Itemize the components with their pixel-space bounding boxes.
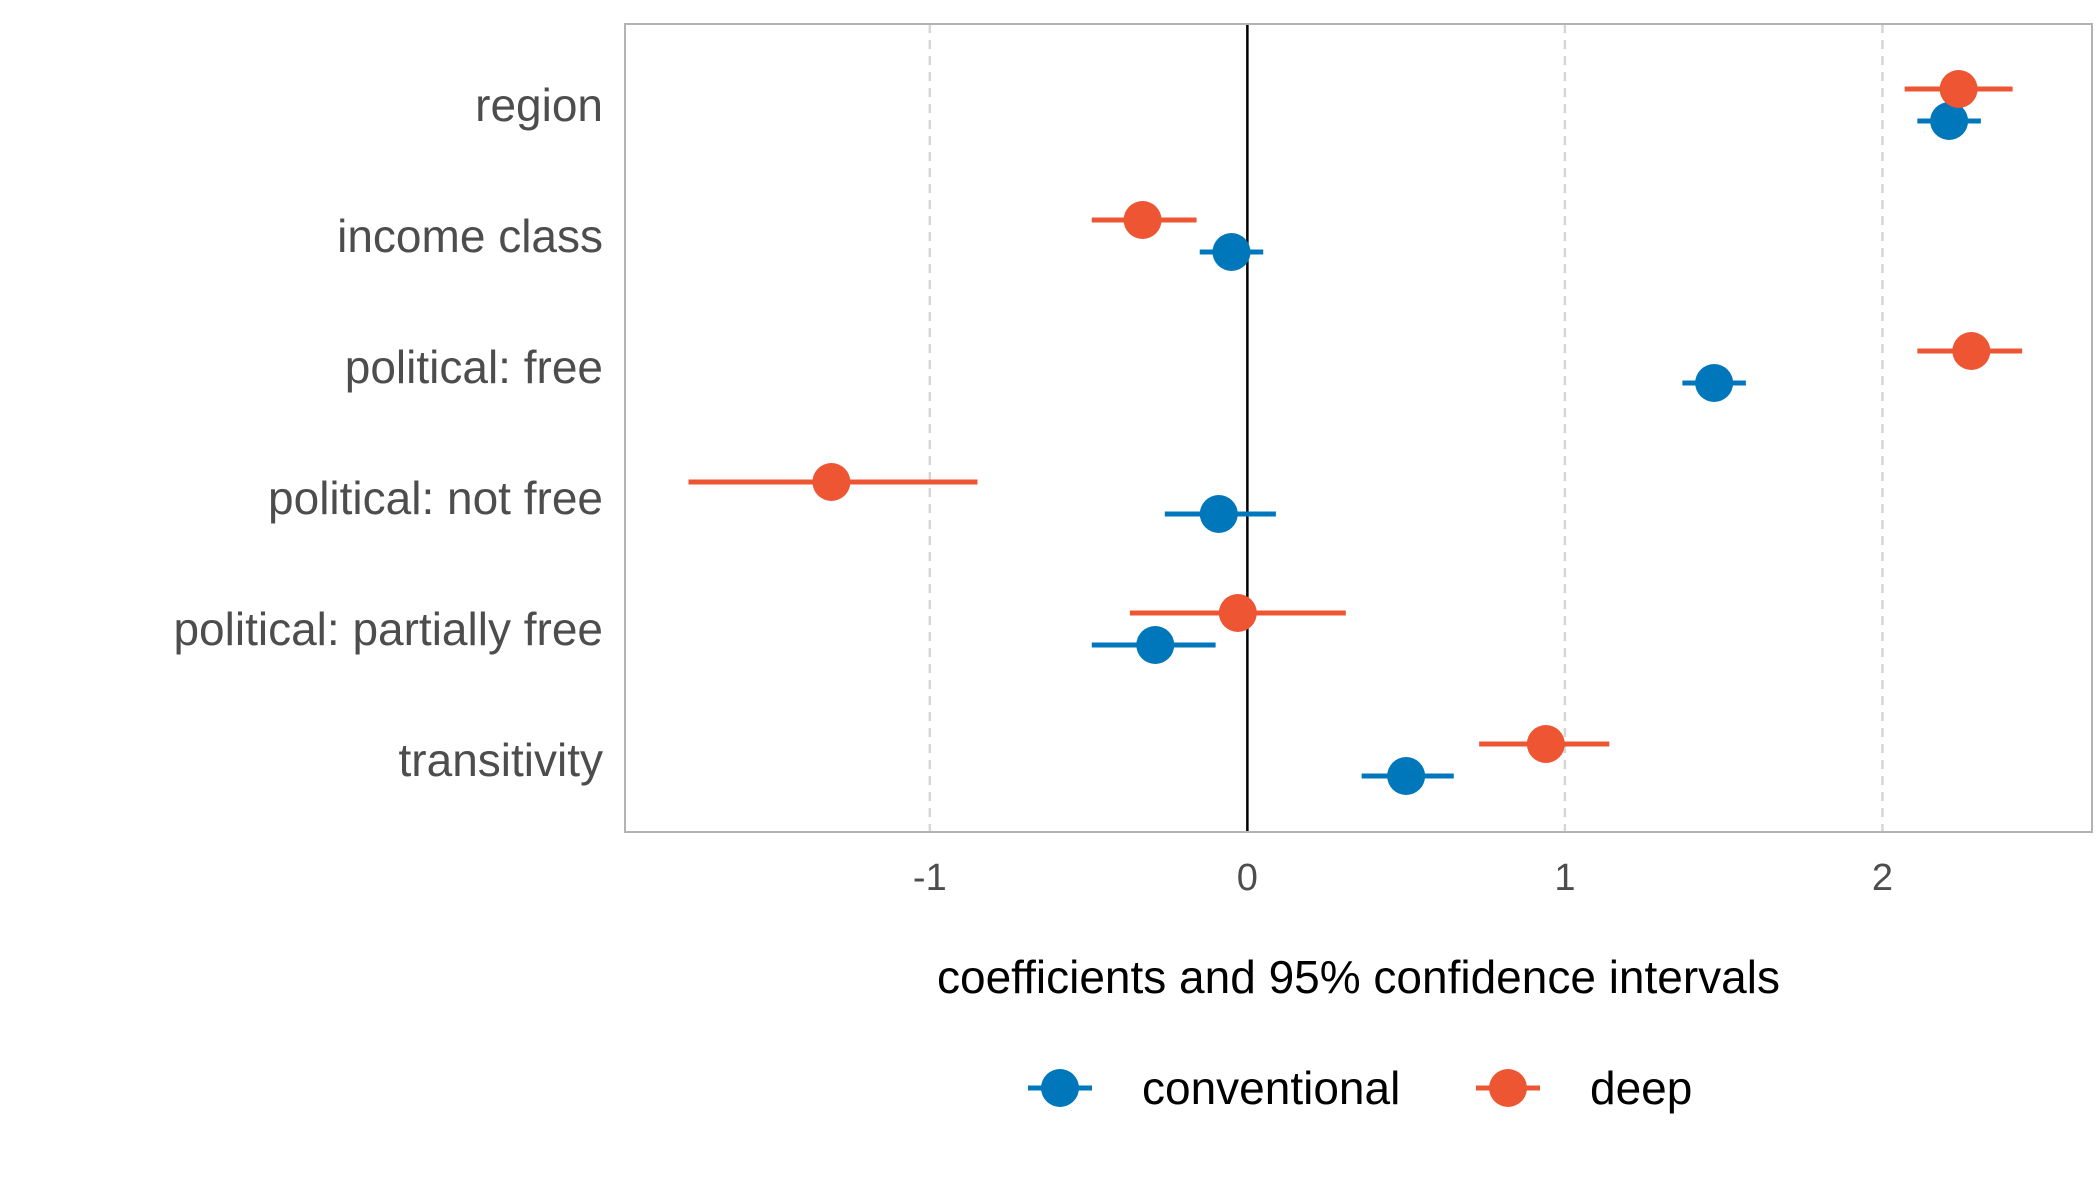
coefficient-point	[1212, 233, 1251, 271]
confidence-intervals	[688, 86, 2023, 779]
coefficient-point	[812, 463, 851, 501]
x-tick-label: 1	[1554, 857, 1575, 899]
legend-item: deep	[1476, 1062, 1692, 1114]
y-axis-category-labels: region income class political: free politic…	[173, 79, 603, 786]
x-tick-label: 0	[1237, 857, 1258, 899]
category-label: political: free	[345, 341, 603, 393]
coefficient-point	[1930, 102, 1969, 140]
coefficient-points	[812, 70, 1991, 795]
legend-key-point	[1489, 1069, 1527, 1107]
coefficient-point	[1123, 201, 1162, 239]
coefficient-point	[1199, 495, 1238, 533]
category-label: political: partially free	[173, 603, 603, 655]
coefficient-point	[1695, 364, 1734, 402]
coefficient-point	[1218, 594, 1257, 632]
legend: conventional deep	[1028, 1062, 1692, 1114]
category-label: region	[475, 79, 603, 131]
x-tick-label: 2	[1872, 857, 1893, 899]
x-axis-title: coefficients and 95% confidence interval…	[937, 951, 1780, 1003]
category-label: transitivity	[399, 734, 603, 786]
category-label: political: not free	[268, 472, 603, 524]
coefficient-point	[1526, 725, 1565, 763]
coefficient-point	[1939, 70, 1978, 108]
coefficient-point	[1952, 332, 1991, 370]
legend-key-point	[1041, 1069, 1079, 1107]
x-axis-tick-labels: -1 0 1 2	[913, 857, 1893, 899]
legend-label: conventional	[1142, 1062, 1400, 1114]
x-tick-label: -1	[913, 857, 947, 899]
coefficient-point	[1136, 626, 1175, 664]
plot-panel-border	[624, 23, 2093, 833]
legend-label: deep	[1590, 1062, 1692, 1114]
coefficient-point	[1387, 757, 1426, 795]
grid-lines	[928, 24, 1884, 832]
legend-item: conventional	[1028, 1062, 1400, 1114]
category-label: income class	[337, 210, 603, 262]
